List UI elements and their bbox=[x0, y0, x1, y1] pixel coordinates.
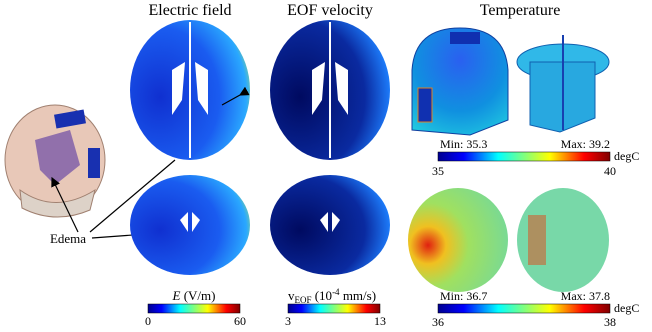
colorbar-tick: 36 bbox=[432, 315, 444, 329]
panel-title: EOF velocity bbox=[287, 2, 373, 19]
unit: degC bbox=[614, 149, 639, 163]
min-label: Min: 35.3 bbox=[440, 137, 487, 151]
temperature-brain bbox=[408, 188, 508, 292]
colorbar-tick: 3 bbox=[285, 314, 291, 328]
slice-axial bbox=[270, 20, 390, 160]
colorbar-label: E (V/m) bbox=[172, 288, 216, 303]
colorbar-tick: 35 bbox=[432, 164, 444, 178]
slice-coronal bbox=[270, 175, 390, 275]
temperature-head bbox=[412, 28, 508, 135]
colorbar-label: vEOF (10-4 mm/s) bbox=[288, 287, 376, 305]
colorbar-tick: 13 bbox=[374, 314, 386, 328]
colorbar: E (V/m) 0 60 bbox=[145, 288, 246, 328]
slice-coronal bbox=[130, 175, 250, 275]
temperature-cut bbox=[517, 35, 609, 132]
colorbar-tick: 60 bbox=[234, 314, 246, 328]
temperature-brain bbox=[517, 188, 609, 292]
colorbar: Min: 35.3 Max: 39.2 degC 35 40 bbox=[432, 137, 639, 178]
colorbar: vEOF (10-4 mm/s) 3 13 bbox=[285, 287, 386, 328]
annotation: Edema bbox=[50, 231, 86, 246]
unit: degC bbox=[614, 301, 639, 315]
colorbar-tick: 38 bbox=[604, 315, 616, 329]
slice-axial bbox=[130, 20, 250, 160]
max-label: Max: 37.8 bbox=[561, 289, 610, 303]
figure: Edema Electric field EOF velocity Temper… bbox=[0, 0, 652, 332]
max-label: Max: 39.2 bbox=[561, 137, 610, 151]
head-model bbox=[5, 105, 105, 217]
colorbar-tick: 40 bbox=[604, 164, 616, 178]
min-label: Min: 36.7 bbox=[440, 289, 487, 303]
panel-title: Temperature bbox=[480, 2, 561, 19]
panel-title: Electric field bbox=[148, 2, 231, 19]
colorbar: Min: 36.7 Max: 37.8 degC 36 38 bbox=[432, 289, 639, 329]
colorbar-tick: 0 bbox=[145, 314, 151, 328]
